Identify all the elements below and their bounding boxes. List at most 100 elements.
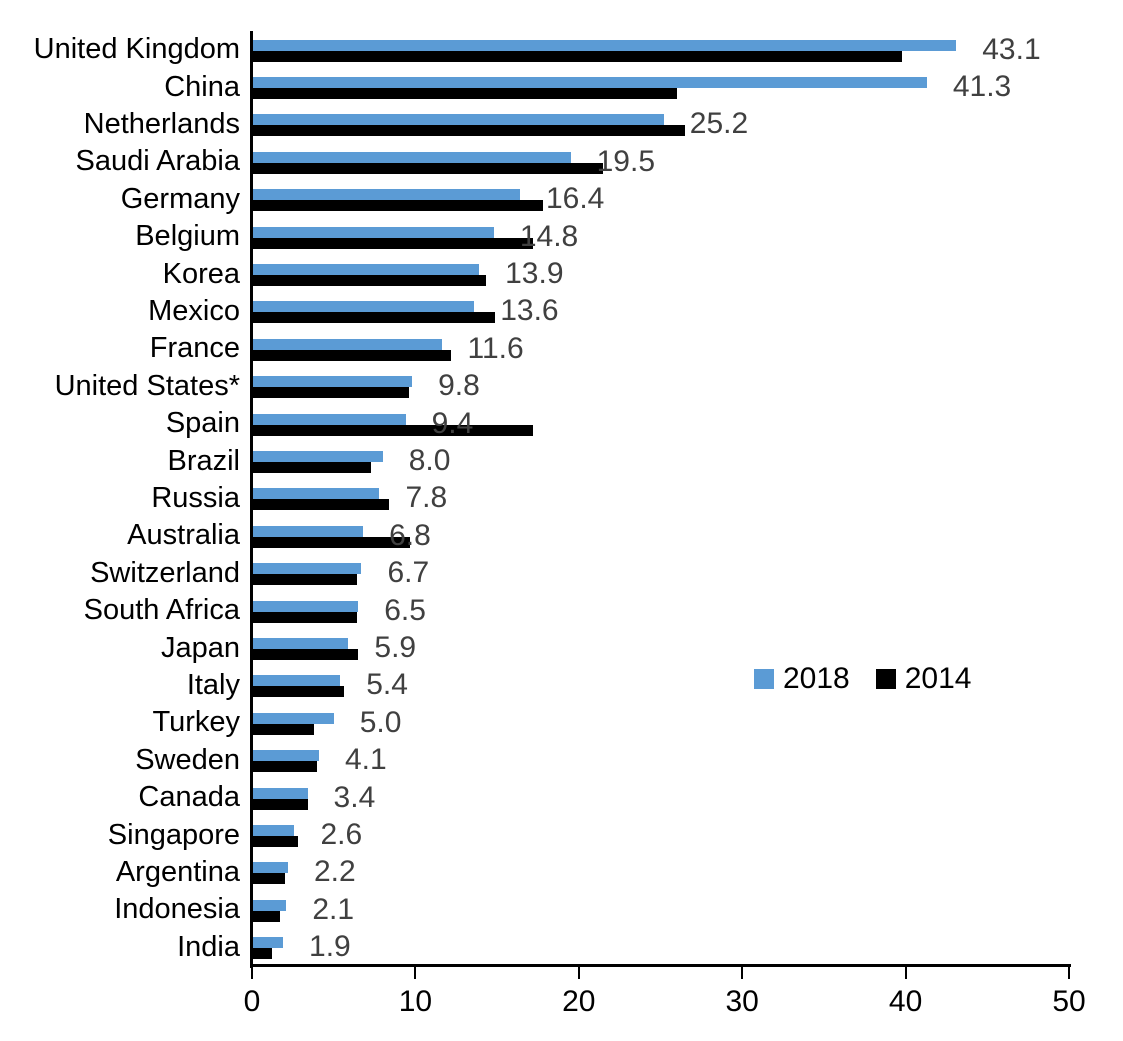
x-axis-tick <box>741 964 744 979</box>
bar-2014 <box>252 835 298 847</box>
category-label: Saudi Arabia <box>75 145 240 178</box>
value-label: 5.9 <box>374 631 417 665</box>
bar-2018 <box>252 338 442 350</box>
bar-2014 <box>252 274 486 286</box>
value-label: 5.0 <box>359 705 402 739</box>
category-label: Singapore <box>107 818 240 851</box>
category-label: France <box>149 332 240 365</box>
bar-2014 <box>252 461 372 473</box>
value-label: 7.8 <box>405 481 448 515</box>
value-label: 6.8 <box>389 518 431 552</box>
bar-2014 <box>252 424 534 436</box>
bar-2014 <box>252 723 315 735</box>
legend-swatch-2018-icon <box>754 669 774 689</box>
bar-2018 <box>252 937 284 949</box>
bar-2014 <box>252 162 604 174</box>
x-axis-tick-label: 30 <box>725 985 759 1018</box>
value-label: 9.8 <box>438 369 480 403</box>
x-axis-tick-label: 20 <box>562 985 596 1018</box>
bar-2014 <box>252 349 452 361</box>
bar-2014 <box>252 574 357 586</box>
bar-2018 <box>252 712 334 724</box>
bar-2018 <box>252 263 480 275</box>
category-label: Canada <box>138 781 240 814</box>
value-label: 9.4 <box>431 406 474 440</box>
bar-2014 <box>252 648 359 660</box>
bar-2018 <box>252 899 287 911</box>
legend-swatch-2014-icon <box>875 669 896 689</box>
category-label: Belgium <box>135 220 240 253</box>
value-label: 5.4 <box>366 668 408 702</box>
legend: 2018 2014 <box>754 662 972 696</box>
bar-2018 <box>252 600 359 612</box>
value-label: 16.4 <box>545 182 605 216</box>
bar-2014 <box>252 312 496 324</box>
category-label: Mexico <box>148 294 240 327</box>
category-label: Spain <box>165 407 240 440</box>
bar-2014 <box>252 237 534 249</box>
legend-label: 2018 <box>783 662 850 695</box>
value-label: 3.4 <box>333 780 376 814</box>
value-label: 13.9 <box>505 257 564 291</box>
x-axis-tick <box>904 964 907 979</box>
value-label: 13.6 <box>500 294 559 328</box>
legend-item-2014: 2014 <box>875 662 972 696</box>
bar-2014 <box>252 50 903 62</box>
bar-2014 <box>252 499 390 511</box>
value-label: 14.8 <box>519 219 579 253</box>
category-label: Netherlands <box>83 107 240 140</box>
bar-2014 <box>252 87 677 99</box>
bar-2018 <box>252 39 957 51</box>
bar-2018 <box>252 450 383 462</box>
x-axis-tick-label: 40 <box>888 985 923 1018</box>
category-label: South Africa <box>83 594 240 627</box>
y-axis-line <box>250 31 253 968</box>
bar-2014 <box>252 611 357 623</box>
value-label: 1.9 <box>309 930 351 964</box>
x-axis-tick <box>577 964 580 979</box>
bar-2014 <box>252 873 285 885</box>
category-label: Turkey <box>152 706 240 739</box>
category-label: Germany <box>120 182 240 215</box>
legend-label: 2014 <box>904 662 972 695</box>
x-axis-tick-label: 0 <box>243 985 261 1018</box>
bar-2018 <box>252 787 308 799</box>
value-label: 43.1 <box>982 32 1041 66</box>
bar-2018 <box>252 488 380 500</box>
x-axis-tick-label: 50 <box>1052 985 1086 1018</box>
value-label: 6.5 <box>384 593 426 627</box>
category-label: Indonesia <box>114 893 240 926</box>
category-label: Italy <box>186 668 240 701</box>
x-axis-tick-label: 10 <box>398 985 433 1018</box>
x-axis-line <box>250 964 1071 967</box>
category-label: Korea <box>162 257 240 290</box>
bar-2014 <box>252 387 409 399</box>
bar-2018 <box>252 824 295 836</box>
value-label: 6.7 <box>387 556 430 590</box>
value-label: 2.1 <box>312 892 355 926</box>
bar-2018 <box>252 862 288 874</box>
bar-2014 <box>252 536 411 548</box>
bar-2018 <box>252 301 475 313</box>
category-label: India <box>177 930 240 963</box>
bar-2014 <box>252 798 308 810</box>
bar-2014 <box>252 686 344 698</box>
bar-2018 <box>252 226 494 238</box>
bar-2018 <box>252 750 319 762</box>
category-label: Australia <box>127 519 240 552</box>
category-label: Russia <box>151 481 240 514</box>
category-label: Japan <box>160 631 240 664</box>
x-axis-tick <box>414 964 417 979</box>
value-label: 19.5 <box>596 144 656 178</box>
bar-2014 <box>252 910 280 922</box>
category-label: China <box>164 70 240 103</box>
category-label: United Kingdom <box>33 33 240 66</box>
value-label: 8.0 <box>408 444 451 478</box>
bar-2014 <box>252 125 685 137</box>
value-label: 11.6 <box>467 331 524 365</box>
value-label: 4.1 <box>344 743 387 777</box>
bar-2018 <box>252 413 406 425</box>
value-label: 25.2 <box>689 107 749 141</box>
bar-2018 <box>252 76 927 88</box>
